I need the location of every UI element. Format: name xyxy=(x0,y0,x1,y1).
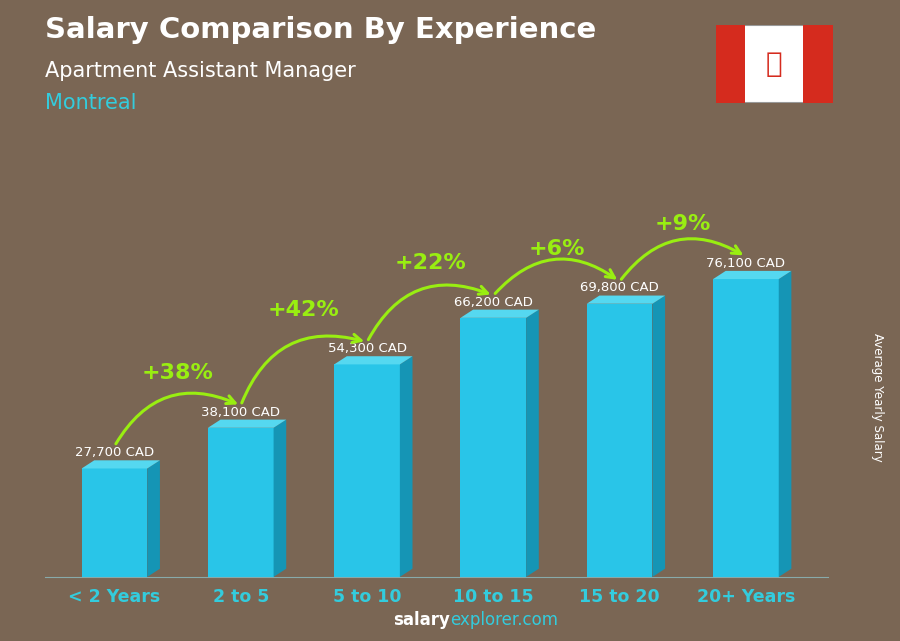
Text: Montreal: Montreal xyxy=(45,93,137,113)
Bar xyxy=(803,25,833,103)
Text: Average Yearly Salary: Average Yearly Salary xyxy=(871,333,884,462)
Polygon shape xyxy=(82,460,160,469)
Text: +22%: +22% xyxy=(394,253,466,273)
Text: 54,300 CAD: 54,300 CAD xyxy=(328,342,407,355)
Bar xyxy=(82,469,148,577)
Text: 🍁: 🍁 xyxy=(766,50,782,78)
Text: +42%: +42% xyxy=(268,300,340,320)
Polygon shape xyxy=(274,420,286,577)
Text: 27,700 CAD: 27,700 CAD xyxy=(75,446,154,459)
Bar xyxy=(716,25,745,103)
Text: 38,100 CAD: 38,100 CAD xyxy=(202,406,280,419)
Bar xyxy=(334,364,400,577)
Polygon shape xyxy=(208,420,286,428)
Polygon shape xyxy=(461,310,539,318)
Text: Apartment Assistant Manager: Apartment Assistant Manager xyxy=(45,61,356,81)
Text: +38%: +38% xyxy=(141,363,213,383)
Polygon shape xyxy=(526,310,539,577)
Bar xyxy=(461,318,526,577)
Bar xyxy=(713,279,778,577)
Polygon shape xyxy=(778,271,791,577)
Polygon shape xyxy=(587,296,665,304)
Text: 66,200 CAD: 66,200 CAD xyxy=(454,296,533,308)
Polygon shape xyxy=(148,460,160,577)
Text: 76,100 CAD: 76,100 CAD xyxy=(706,257,786,270)
Text: explorer.com: explorer.com xyxy=(450,612,558,629)
Text: Salary Comparison By Experience: Salary Comparison By Experience xyxy=(45,16,596,44)
Text: 69,800 CAD: 69,800 CAD xyxy=(580,281,659,294)
Text: +6%: +6% xyxy=(528,239,585,259)
Bar xyxy=(208,428,274,577)
Polygon shape xyxy=(334,356,412,364)
Text: +9%: +9% xyxy=(654,215,711,235)
Polygon shape xyxy=(713,271,791,279)
Polygon shape xyxy=(652,296,665,577)
Bar xyxy=(587,304,652,577)
Text: salary: salary xyxy=(393,612,450,629)
Polygon shape xyxy=(400,356,412,577)
